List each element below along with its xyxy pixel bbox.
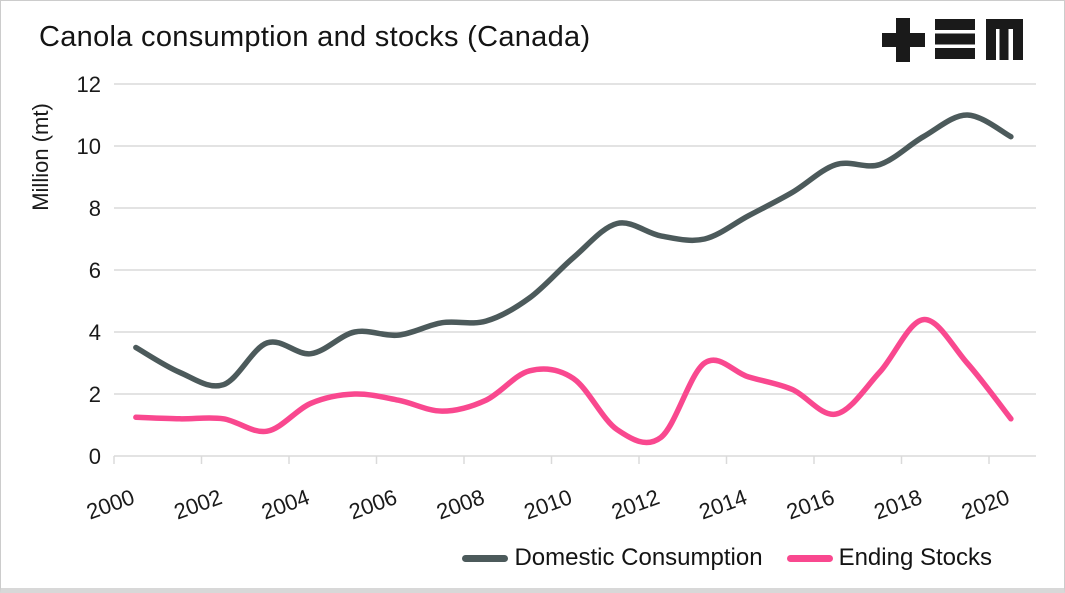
chart-title: Canola consumption and stocks (Canada)	[39, 21, 591, 53]
x-axis-tick-label: 2020	[958, 484, 1013, 524]
x-axis-tick-label: 2004	[258, 484, 313, 524]
legend-item-domestic-consumption: Domestic Consumption	[462, 544, 763, 572]
y-axis-tick-label: 10	[77, 134, 101, 159]
plus-bars-m-logo	[882, 18, 1023, 62]
x-axis-tick-label: 2012	[608, 484, 663, 524]
series-line-domestic-consumption	[133, 112, 1014, 389]
x-axis-tick-label: 2008	[433, 484, 488, 524]
legend-label-ending-stocks: Ending Stocks	[838, 544, 992, 571]
y-axis-tick-label: 12	[77, 72, 101, 97]
legend: Domestic Consumption Ending Stocks	[1, 544, 992, 572]
legend-label-domestic-consumption: Domestic Consumption	[514, 544, 763, 571]
legend-swatch-domestic-consumption	[462, 554, 509, 562]
y-axis-tick-label: 0	[89, 444, 101, 469]
y-axis-title: Million (mt)	[28, 103, 53, 211]
y-axis-tick-label: 2	[89, 382, 101, 407]
legend-swatch-ending-stocks	[786, 554, 833, 562]
x-axis-tick-label: 2016	[783, 484, 838, 524]
series-line-ending-stocks	[133, 316, 1014, 446]
x-axis-tick-label: 2002	[171, 484, 226, 524]
legend-item-ending-stocks: Ending Stocks	[786, 544, 992, 572]
x-axis-tick-label: 2000	[83, 484, 138, 524]
y-axis-tick-label: 8	[89, 196, 101, 221]
y-axis-tick-label: 4	[89, 320, 101, 345]
x-axis-tick-label: 2010	[521, 484, 576, 524]
line-chart-canvas: 0 2 4 6 8 10 12 2000 2002 2004 2006 2008 2010 2012 201…	[28, 72, 1036, 524]
x-axis-tick-label: 2018	[871, 484, 926, 524]
x-axis-tick-label: 2006	[346, 484, 401, 524]
x-axis-tick-label: 2014	[696, 484, 751, 524]
y-axis-tick-label: 6	[89, 258, 101, 283]
logo-bars-icon	[935, 19, 975, 30]
